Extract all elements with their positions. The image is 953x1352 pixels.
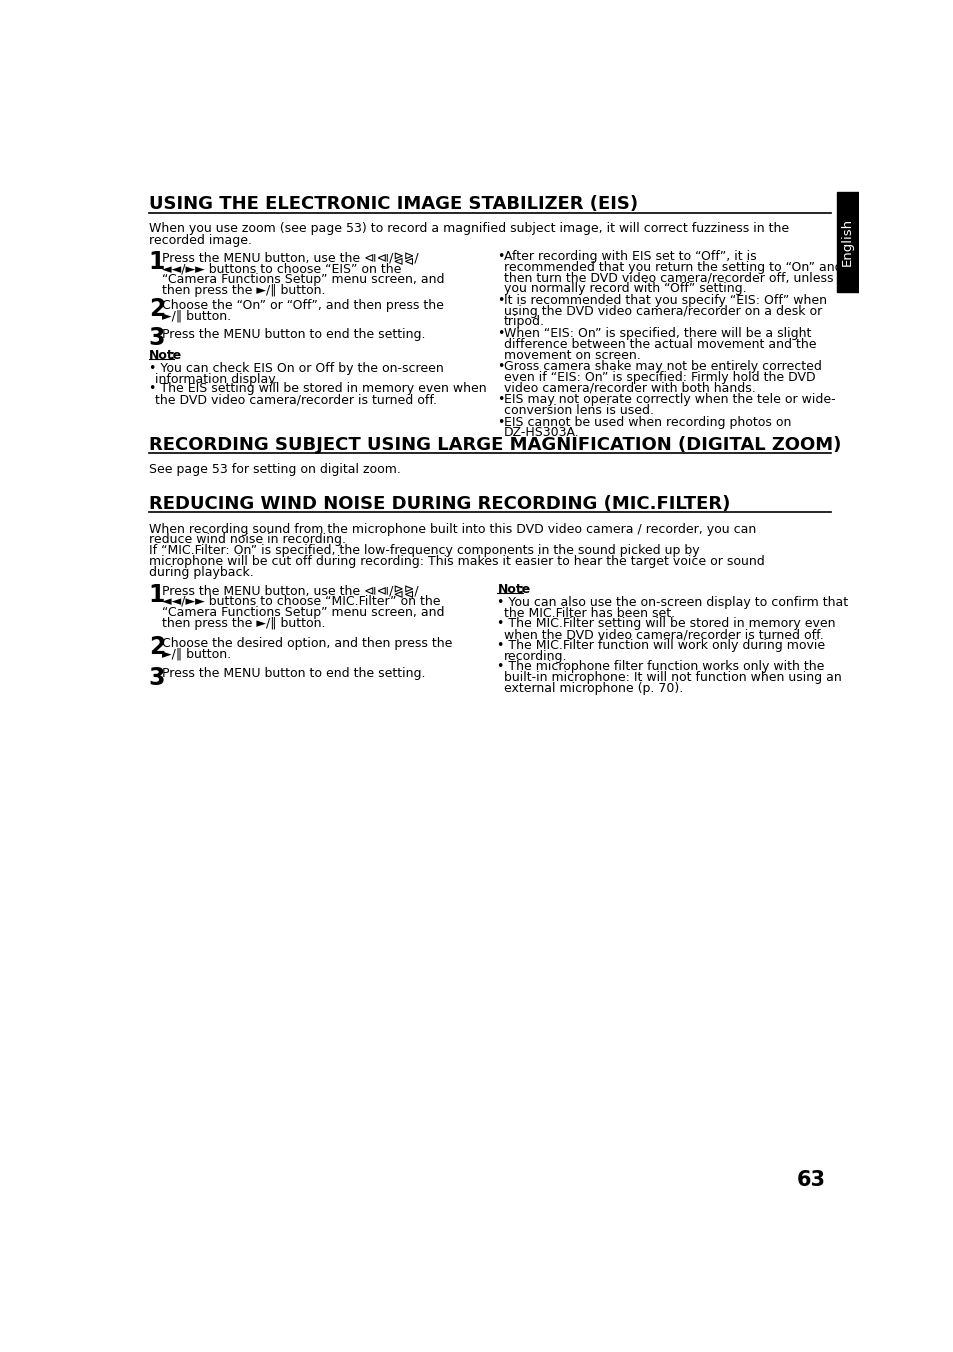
Text: EIS may not operate correctly when the tele or wide-: EIS may not operate correctly when the t… xyxy=(503,393,835,406)
Text: After recording with EIS set to “Off”, it is: After recording with EIS set to “Off”, i… xyxy=(503,250,756,264)
Text: DZ-HS303A.: DZ-HS303A. xyxy=(503,426,578,439)
Text: difference between the actual movement and the: difference between the actual movement a… xyxy=(503,338,816,350)
Text: 3: 3 xyxy=(149,326,165,350)
Text: reduce wind noise in recording.: reduce wind noise in recording. xyxy=(149,534,345,546)
Text: “Camera Functions Setup” menu screen, and: “Camera Functions Setup” menu screen, an… xyxy=(162,273,444,287)
Text: 2: 2 xyxy=(149,297,165,320)
Text: •: • xyxy=(497,360,504,373)
Text: then press the ►/‖ button.: then press the ►/‖ button. xyxy=(162,284,325,297)
Text: When you use zoom (see page 53) to record a magnified subject image, it will cor: When you use zoom (see page 53) to recor… xyxy=(149,222,788,235)
Text: even if “EIS: On” is specified: Firmly hold the DVD: even if “EIS: On” is specified: Firmly h… xyxy=(503,370,815,384)
Bar xyxy=(836,192,858,292)
Text: microphone will be cut off during recording: This makes it easier to hear the ta: microphone will be cut off during record… xyxy=(149,554,763,568)
Text: RECORDING SUBJECT USING LARGE MAGNIFICATION (DIGITAL ZOOM): RECORDING SUBJECT USING LARGE MAGNIFICAT… xyxy=(149,435,841,453)
Text: you normally record with “Off” setting.: you normally record with “Off” setting. xyxy=(503,283,745,295)
Text: using the DVD video camera/recorder on a desk or: using the DVD video camera/recorder on a… xyxy=(503,304,821,318)
Text: “Camera Functions Setup” menu screen, and: “Camera Functions Setup” menu screen, an… xyxy=(162,606,444,619)
Text: recording.: recording. xyxy=(503,650,566,662)
Text: when the DVD video camera/recorder is turned off.: when the DVD video camera/recorder is tu… xyxy=(503,629,822,641)
Text: EIS cannot be used when recording photos on: EIS cannot be used when recording photos… xyxy=(503,415,790,429)
Text: Choose the “On” or “Off”, and then press the: Choose the “On” or “Off”, and then press… xyxy=(162,299,443,311)
Text: When recording sound from the microphone built into this DVD video camera / reco: When recording sound from the microphone… xyxy=(149,523,755,535)
Text: Gross camera shake may not be entirely corrected: Gross camera shake may not be entirely c… xyxy=(503,360,821,373)
Text: ►/‖ button.: ►/‖ button. xyxy=(162,648,231,660)
Text: recorded image.: recorded image. xyxy=(149,234,252,247)
Text: • The microphone filter function works only with the: • The microphone filter function works o… xyxy=(497,660,824,673)
Text: then press the ►/‖ button.: then press the ►/‖ button. xyxy=(162,617,325,630)
Text: ►/‖ button.: ►/‖ button. xyxy=(162,310,231,322)
Text: See page 53 for setting on digital zoom.: See page 53 for setting on digital zoom. xyxy=(149,464,400,476)
Text: •: • xyxy=(497,250,504,264)
Text: Note: Note xyxy=(497,583,530,596)
Text: the DVD video camera/recorder is turned off.: the DVD video camera/recorder is turned … xyxy=(154,393,436,406)
Text: 1: 1 xyxy=(149,583,165,607)
Text: tripod.: tripod. xyxy=(503,315,544,329)
Text: information display.: information display. xyxy=(154,373,277,387)
Text: 2: 2 xyxy=(149,635,165,658)
Text: video camera/recorder with both hands.: video camera/recorder with both hands. xyxy=(503,381,755,395)
Text: •: • xyxy=(497,393,504,406)
Text: Note: Note xyxy=(149,349,182,362)
Text: • The MIC.Filter setting will be stored in memory even: • The MIC.Filter setting will be stored … xyxy=(497,618,835,630)
Text: Press the MENU button, use the ⧏⧏/⧎⧎/: Press the MENU button, use the ⧏⧏/⧎⧎/ xyxy=(162,251,418,265)
Text: 63: 63 xyxy=(796,1171,825,1190)
Text: ◄◄/►► buttons to choose “MIC.Filter” on the: ◄◄/►► buttons to choose “MIC.Filter” on … xyxy=(162,595,440,608)
Text: •: • xyxy=(497,327,504,339)
Text: recommended that you return the setting to “On” and: recommended that you return the setting … xyxy=(503,261,841,274)
Text: Choose the desired option, and then press the: Choose the desired option, and then pres… xyxy=(162,637,452,649)
Text: • The MIC.Filter function will work only during movie: • The MIC.Filter function will work only… xyxy=(497,639,824,652)
Text: the MIC.Filter has been set.: the MIC.Filter has been set. xyxy=(503,607,674,619)
Text: •: • xyxy=(497,293,504,307)
Text: :: : xyxy=(517,583,523,596)
Text: If “MIC.Filter: On” is specified, the low-frequency components in the sound pick: If “MIC.Filter: On” is specified, the lo… xyxy=(149,544,699,557)
Text: :: : xyxy=(170,349,174,362)
Text: built-in microphone: It will not function when using an: built-in microphone: It will not functio… xyxy=(503,671,841,684)
Text: REDUCING WIND NOISE DURING RECORDING (MIC.FILTER): REDUCING WIND NOISE DURING RECORDING (MI… xyxy=(149,495,729,512)
Text: English: English xyxy=(841,218,853,265)
Text: •: • xyxy=(497,415,504,429)
Text: Press the MENU button to end the setting.: Press the MENU button to end the setting… xyxy=(162,327,425,341)
Text: then turn the DVD video camera/recorder off, unless: then turn the DVD video camera/recorder … xyxy=(503,272,832,284)
Text: 1: 1 xyxy=(149,250,165,274)
Text: It is recommended that you specify “EIS: Off” when: It is recommended that you specify “EIS:… xyxy=(503,293,826,307)
Text: Press the MENU button, use the ⧏⧏/⧎⧎/: Press the MENU button, use the ⧏⧏/⧎⧎/ xyxy=(162,584,418,598)
Text: external microphone (p. 70).: external microphone (p. 70). xyxy=(503,681,682,695)
Text: 3: 3 xyxy=(149,665,165,690)
Text: Press the MENU button to end the setting.: Press the MENU button to end the setting… xyxy=(162,668,425,680)
Text: • You can also use the on-screen display to confirm that: • You can also use the on-screen display… xyxy=(497,596,847,608)
Text: When “EIS: On” is specified, there will be a slight: When “EIS: On” is specified, there will … xyxy=(503,327,810,339)
Text: conversion lens is used.: conversion lens is used. xyxy=(503,404,653,416)
Text: ◄◄/►► buttons to choose “EIS” on the: ◄◄/►► buttons to choose “EIS” on the xyxy=(162,262,401,276)
Text: movement on screen.: movement on screen. xyxy=(503,349,639,361)
Text: USING THE ELECTRONIC IMAGE STABILIZER (EIS): USING THE ELECTRONIC IMAGE STABILIZER (E… xyxy=(149,195,638,212)
Text: • The EIS setting will be stored in memory even when: • The EIS setting will be stored in memo… xyxy=(149,383,486,396)
Text: • You can check EIS On or Off by the on-screen: • You can check EIS On or Off by the on-… xyxy=(149,362,443,376)
Text: during playback.: during playback. xyxy=(149,565,253,579)
